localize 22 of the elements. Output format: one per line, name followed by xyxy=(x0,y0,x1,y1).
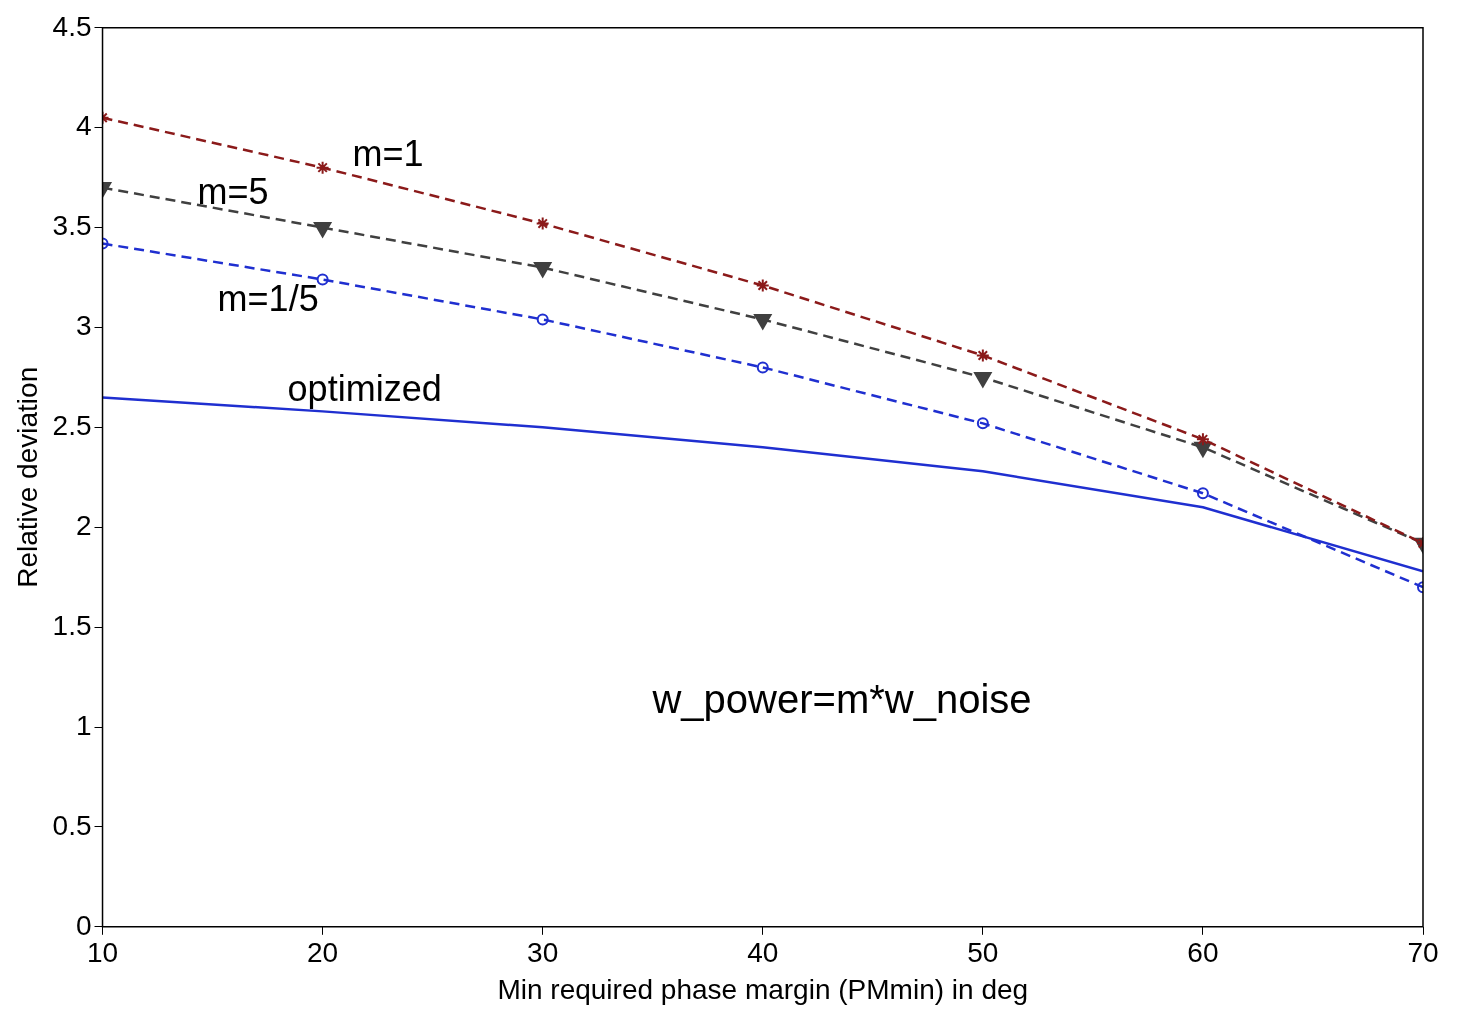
y-tick-label: 0.5 xyxy=(52,809,92,841)
y-tick-label: 2 xyxy=(75,509,92,541)
x-tick-label: 20 xyxy=(307,937,339,969)
x-tick-label: 70 xyxy=(1407,937,1439,969)
series-label: m=1/5 xyxy=(217,278,319,320)
y-tick-label: 2.5 xyxy=(52,410,92,442)
y-tick-label: 3.5 xyxy=(52,210,92,242)
y-tick-label: 4.5 xyxy=(52,10,92,42)
x-tick-label: 60 xyxy=(1187,937,1219,969)
annotation: w_power=m*w_noise xyxy=(651,677,1032,722)
y-tick-label: 4 xyxy=(75,110,92,142)
x-tick-label: 40 xyxy=(747,937,779,969)
x-axis-title: Min required phase margin (PMmin) in deg xyxy=(497,973,1029,1005)
y-tick-label: 1 xyxy=(75,709,92,741)
x-tick-label: 50 xyxy=(967,937,999,969)
series-label: optimized xyxy=(287,368,442,410)
y-tick-label: 3 xyxy=(75,310,92,342)
series-label: m=5 xyxy=(197,170,269,212)
y-axis-title: Relative deviation xyxy=(11,366,43,588)
series-label: m=1 xyxy=(352,132,424,174)
x-tick-label: 30 xyxy=(527,937,559,969)
y-tick-label: 1.5 xyxy=(52,609,92,641)
